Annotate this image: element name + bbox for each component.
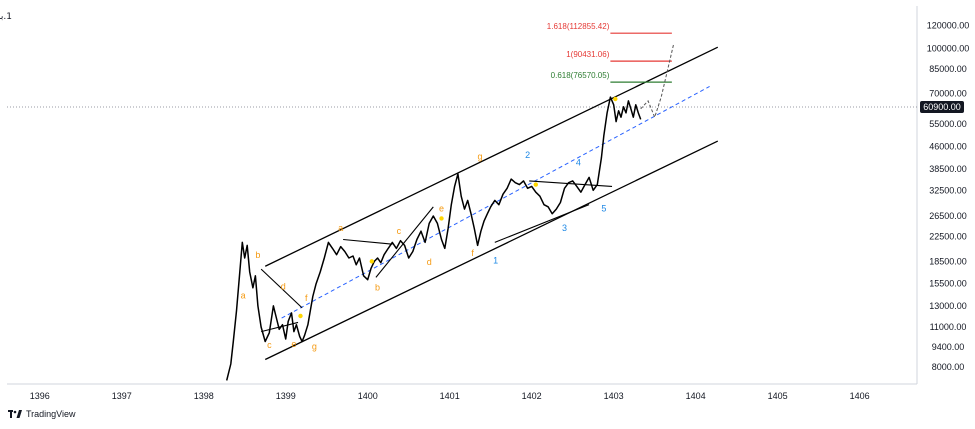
chart-title: 1.بورس ,Dلگسترش نفت و گاز پارسیان	[0, 10, 12, 22]
x-axis-ticks: 1396 1397 1398 1399 1400 1401 1402 1403 1404 1405…	[30, 391, 870, 401]
price-channel[interactable]	[265, 47, 718, 359]
y-tick-label: 15500.00	[929, 279, 967, 289]
y-axis-ticks: 120000.00 100000.00 85000.00 70000.00 55000.…	[927, 20, 970, 372]
x-tick-label: 1406	[850, 391, 870, 401]
wave-label: 3	[562, 223, 567, 233]
wave-label: b	[255, 250, 260, 260]
x-tick-label: 1396	[30, 391, 50, 401]
y-tick-label: 32500.00	[929, 185, 967, 195]
y-tick-label: 38500.00	[929, 164, 967, 174]
x-tick-label: 1397	[112, 391, 132, 401]
y-tick-label: 9400.00	[932, 342, 965, 352]
wave-label: 5	[601, 203, 606, 213]
wave-label: a	[338, 223, 343, 233]
tradingview-brand[interactable]: TradingView	[8, 409, 76, 419]
forecast-path	[641, 45, 674, 118]
tradingview-logo-icon	[8, 410, 22, 418]
y-tick-label: 11000.00	[930, 322, 967, 332]
price-line	[227, 97, 641, 380]
pivot-marker	[439, 216, 443, 220]
y-tick-label: 18500.00	[929, 256, 967, 266]
wave-label: d	[281, 282, 286, 292]
wave-label: 4	[576, 158, 581, 168]
trend-segment	[343, 240, 392, 245]
wave-label: a	[241, 290, 246, 300]
brand-label: TradingView	[26, 409, 76, 419]
x-tick-label: 1405	[768, 391, 788, 401]
y-tick-label: 120000.00	[927, 20, 970, 30]
x-tick-label: 1400	[358, 391, 378, 401]
x-tick-label: 1404	[686, 391, 706, 401]
current-price-tag: 60900.00	[920, 101, 964, 113]
pivot-marker	[534, 182, 538, 186]
fib-level-label: 0.618(76570.05)	[551, 71, 610, 80]
wave-label: c	[397, 226, 402, 236]
wave-label: 1	[493, 255, 498, 265]
wave-label: d	[427, 257, 432, 267]
y-tick-label: 46000.00	[929, 141, 967, 151]
channel-upper-line	[265, 47, 718, 266]
wave-label: e	[291, 339, 296, 349]
pivot-marker	[613, 97, 617, 101]
price-chart[interactable]: 1.بورس ,Dلگسترش نفت و گاز پارسیان 139613…	[0, 0, 975, 429]
y-tick-label: 100000.00	[927, 43, 970, 53]
y-tick-label: 8000.00	[932, 362, 965, 372]
x-tick-label: 1403	[604, 391, 624, 401]
fib-level-label: 1.618(112855.42)	[547, 22, 610, 31]
wave-label: b	[375, 282, 380, 292]
pivot-marker	[298, 314, 302, 318]
wave-labels: a b c d e f g a b c d e f g 1 2 3 4 5	[241, 150, 607, 352]
x-tick-label: 1398	[194, 391, 214, 401]
fibonacci-levels[interactable]: 1.618(112855.42) 1(90431.06) 0.618(76570.0…	[547, 22, 672, 82]
pivot-markers	[298, 97, 617, 318]
y-tick-label: 70000.00	[929, 88, 967, 98]
y-tick-label: 22500.00	[929, 232, 967, 242]
pivot-marker	[370, 259, 374, 263]
fib-level-label: 1(90431.06)	[566, 50, 609, 59]
wave-label: e	[439, 203, 444, 213]
x-tick-label: 1402	[522, 391, 542, 401]
x-tick-label: 1401	[440, 391, 460, 401]
wave-label: f	[471, 248, 474, 258]
y-tick-label: 85000.00	[929, 64, 967, 74]
wave-label: g	[312, 342, 317, 352]
price-series	[227, 45, 674, 381]
wave-label: f	[305, 293, 308, 303]
y-tick-label: 13000.00	[929, 301, 967, 311]
y-tick-label: 26500.00	[929, 211, 967, 221]
wave-label: c	[267, 340, 272, 350]
x-tick-label: 1399	[276, 391, 296, 401]
y-tick-label: 55000.00	[929, 119, 967, 129]
wave-label: g	[478, 151, 483, 161]
trend-segment	[495, 205, 589, 243]
wave-label: 2	[525, 150, 530, 160]
